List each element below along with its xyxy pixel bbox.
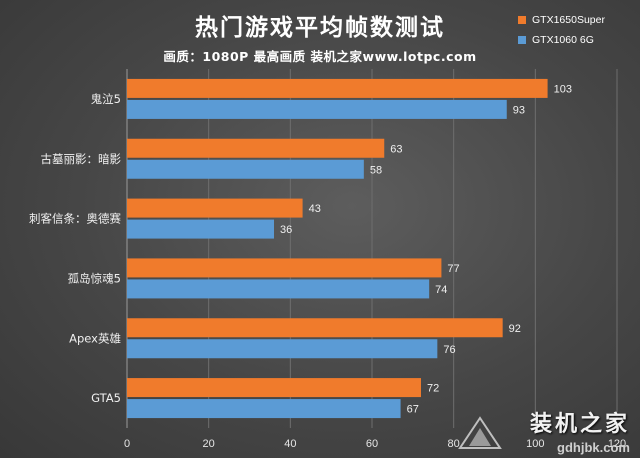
legend-item-gtx1060: GTX1060 6G — [518, 30, 605, 50]
bar-0-1 — [127, 99, 507, 119]
legend-swatch-gtx1060 — [518, 36, 526, 44]
category-label-0: 鬼泣5 — [91, 92, 121, 106]
data-label-2-0: 43 — [309, 203, 321, 215]
bar-2-0 — [127, 198, 303, 218]
bar-5-0 — [127, 378, 421, 398]
x-tick-label-2: 40 — [284, 438, 296, 450]
x-tick-label-6: 120 — [608, 438, 626, 450]
bar-2-1 — [127, 219, 274, 239]
category-label-5: GTA5 — [91, 391, 121, 405]
category-label-3: 孤岛惊魂5 — [68, 271, 121, 285]
data-label-0-1: 93 — [513, 104, 525, 116]
data-label-0-0: 103 — [554, 83, 572, 95]
data-label-5-0: 72 — [427, 383, 439, 395]
chart-title: 热门游戏平均帧数测试 — [195, 15, 445, 41]
legend-item-gtx1650super: GTX1650Super — [518, 10, 605, 30]
bar-4-0 — [127, 318, 503, 338]
x-tick-label-5: 100 — [526, 438, 544, 450]
data-label-4-1: 76 — [443, 344, 455, 356]
data-label-4-0: 92 — [509, 323, 521, 335]
category-label-1: 古墓丽影：暗影 — [41, 152, 122, 166]
bar-3-1 — [127, 279, 430, 299]
category-label-4: Apex英雄 — [69, 331, 121, 345]
legend: GTX1650Super GTX1060 6G — [518, 10, 605, 50]
watermark-text: 装机之家 — [529, 411, 630, 437]
bar-0-0 — [127, 78, 548, 98]
legend-swatch-gtx1650super — [518, 16, 526, 24]
data-label-5-1: 67 — [407, 404, 419, 416]
chart-subtitle: 画质：1080P 最高画质 装机之家www.lotpc.com — [163, 49, 477, 64]
x-tick-label-0: 0 — [124, 438, 130, 450]
data-label-1-0: 63 — [390, 143, 402, 155]
legend-label-gtx1060: GTX1060 6G — [532, 34, 594, 46]
bar-3-0 — [127, 258, 442, 278]
category-label-2: 刺客信条：奥德赛 — [29, 212, 121, 226]
legend-label-gtx1650super: GTX1650Super — [532, 14, 605, 26]
watermark-logo-icon — [458, 416, 502, 449]
data-label-3-0: 77 — [447, 263, 459, 275]
bar-1-0 — [127, 138, 385, 158]
data-label-3-1: 74 — [435, 284, 447, 296]
data-label-1-1: 58 — [370, 164, 382, 176]
x-tick-label-1: 20 — [203, 438, 215, 450]
bar-4-1 — [127, 339, 438, 359]
watermark-url: gdhjbk.com — [557, 440, 630, 455]
bar-1-1 — [127, 159, 364, 179]
data-label-2-1: 36 — [280, 224, 292, 236]
x-tick-label-4: 80 — [448, 438, 460, 450]
x-tick-label-3: 60 — [366, 438, 378, 450]
bar-5-1 — [127, 399, 401, 419]
